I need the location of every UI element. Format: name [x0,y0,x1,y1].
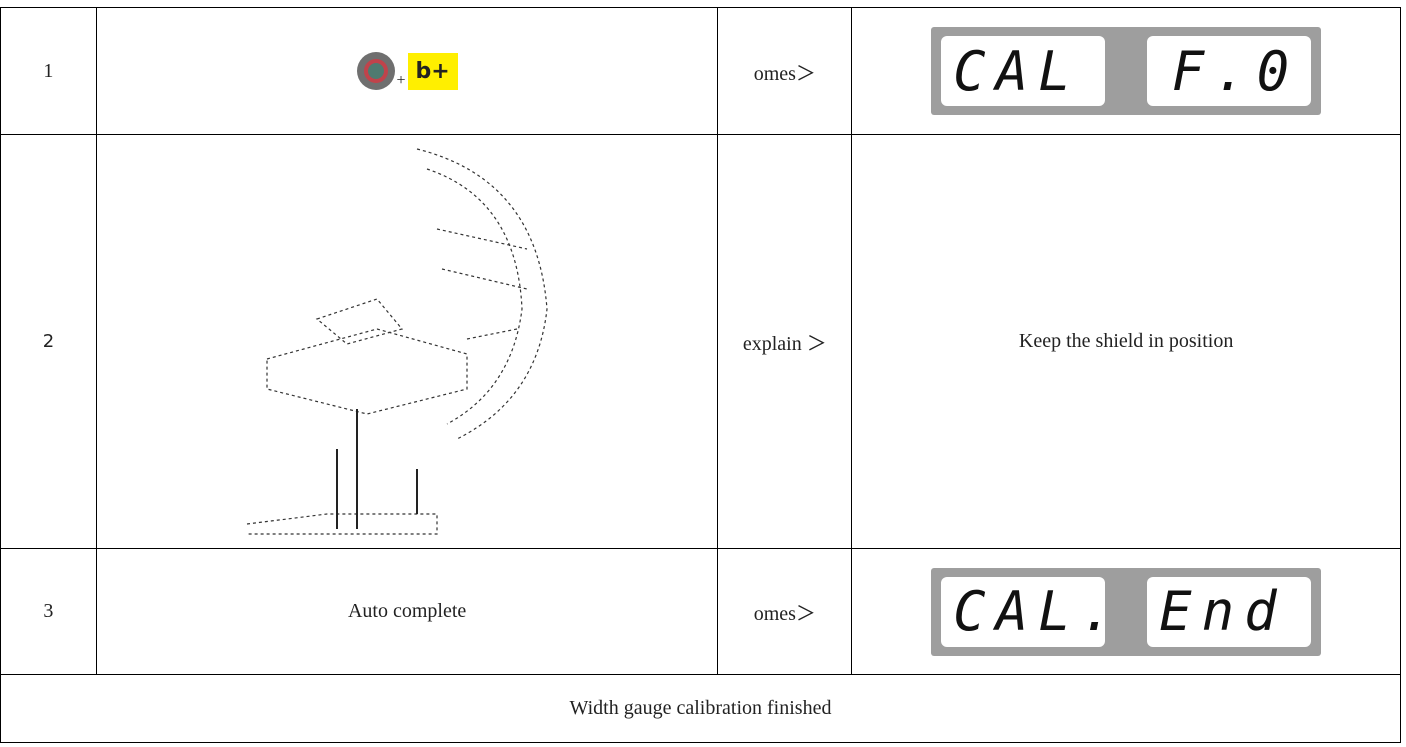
label: omes＞ [717,7,853,135]
knob-icon [356,52,395,90]
display-cell: CAL F.0 [851,7,1401,135]
footer: Width gauge calibration finished [0,674,1401,743]
machine-illustration [247,147,548,535]
action: + b+ [95,7,719,135]
row: 3 Auto complete omes＞ CAL. End [0,548,1401,675]
illustration-cell [95,134,719,549]
label: explain ＞ [717,134,853,549]
result: Keep the shield in position [851,134,1401,549]
step: 1 [0,7,97,135]
lcd: CAL. End [931,567,1322,656]
display-cell: CAL. End [851,548,1401,675]
step: 2 [0,134,97,549]
lcd-left: CAL. [941,576,1113,647]
joiner: + [396,72,406,89]
lcd-left: CAL [941,36,1106,106]
lcd: CAL F.0 [931,27,1322,115]
lcd-right: F.0 [1147,36,1312,106]
row: 2 explain ＞ Keep the shield in position [0,134,1401,549]
key-combo: + b+ [356,52,458,90]
row: Width gauge calibration finished [0,674,1401,743]
action: Auto complete [95,548,719,675]
key: b+ [407,53,458,90]
steps-table: 1 + b+ omes＞ CAL F.0 2 explain ＞ Keep th… [0,7,1401,743]
lcd-right: End [1147,576,1312,647]
label: omes＞ [717,548,853,675]
step: 3 [0,548,97,675]
row: 1 + b+ omes＞ CAL F.0 [0,7,1401,135]
